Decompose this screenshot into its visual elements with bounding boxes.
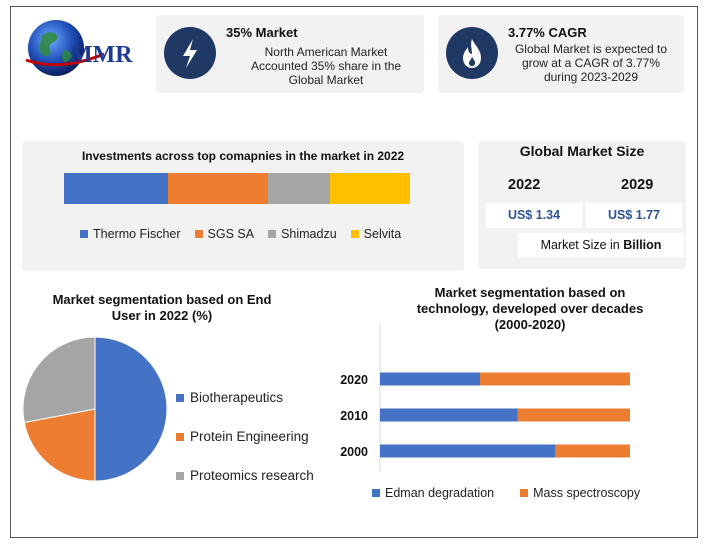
card-title: 35% Market [226, 25, 298, 40]
mmr-logo: MMR [20, 14, 150, 86]
investments-stacked-bar [64, 173, 410, 204]
panel-title: Global Market Size [519, 143, 645, 159]
value-2022: US$ 1.34 [486, 203, 582, 228]
legend-item-selvita: Selvita [350, 227, 402, 241]
y-tick-label: 2010 [340, 409, 368, 423]
legend-swatch [176, 471, 184, 480]
legend-label: Protein Engineering [190, 429, 309, 444]
bar-mass-spectroscopy-2000 [555, 444, 630, 458]
legend-label: Biotherapeutics [190, 390, 284, 405]
pie-slice-protein-engineering [23, 408, 96, 482]
logo-text: MMR [70, 42, 133, 68]
value-2029: US$ 1.77 [586, 203, 682, 228]
legend-swatch [350, 230, 359, 238]
legend-item-protein-engineering: Protein Engineering [176, 417, 314, 456]
legend-swatch [268, 230, 277, 238]
legend-label: Thermo Fischer [93, 227, 181, 241]
legend-item-biotherapeutics: Biotherapeutics [176, 378, 314, 417]
bar-segment-sgs-sa [167, 173, 269, 204]
bar-segment-thermo-fischer [64, 173, 168, 204]
legend-item-sgs-sa: SGS SA [194, 227, 255, 241]
bar-mass-spectroscopy-2020 [480, 372, 630, 386]
bar-edman-degradation-2010 [380, 408, 518, 422]
legend-item-edman-degradation: Edman degradation [372, 486, 494, 500]
legend-label: Edman degradation [385, 486, 495, 500]
legend-item-thermo-fischer: Thermo Fischer [80, 227, 181, 241]
legend-swatch [80, 230, 88, 238]
global-market-size-panel: Global Market Size 2022 2029 US$ 1.34 US… [478, 141, 686, 269]
north-america-share-card: 35% Market North American Market Account… [156, 15, 424, 93]
investments-chart: Investments across top comapnies in the … [22, 141, 464, 271]
legend-label: Shimadzu [281, 227, 337, 241]
bar-edman-degradation-2000 [380, 444, 555, 458]
legend-swatch [520, 489, 529, 497]
legend-swatch [176, 432, 184, 441]
investments-legend: Thermo Fischer SGS SA Shimadzu Selvita [80, 227, 401, 241]
end-user-pie-chart [22, 336, 168, 482]
legend-swatch [176, 393, 184, 402]
lightning-icon [164, 27, 216, 79]
cagr-card: 3.77% CAGR Global Market is expected to … [438, 15, 684, 93]
card-text: Global Market is expected to grow at a C… [514, 42, 668, 84]
y-tick-label: 2020 [340, 373, 368, 387]
legend-swatch [372, 489, 380, 497]
bar-chart-title: Market segmentation based on technology,… [416, 285, 644, 332]
legend-item-mass-spectroscopy: Mass spectroscopy [520, 486, 640, 500]
legend-swatch [194, 230, 203, 238]
legend-label: SGS SA [207, 227, 255, 241]
legend-label: Proteomics research [190, 468, 314, 483]
pie-slice-proteomics-research [22, 336, 96, 424]
legend-item-proteomics-research: Proteomics research [176, 456, 314, 495]
legend-item-shimadzu: Shimadzu [268, 227, 337, 241]
bar-mass-spectroscopy-2010 [517, 408, 630, 422]
year-2029: 2029 [621, 177, 654, 193]
legend-label: Mass spectroscopy [533, 486, 641, 500]
unit-label: Market Size in Billion [518, 233, 684, 257]
bar-segment-shimadzu [268, 173, 331, 204]
card-text: North American Market Accounted 35% shar… [250, 45, 402, 87]
bar-legend: Edman degradation Mass spectroscopy [372, 486, 640, 500]
legend-label: Selvita [363, 227, 402, 241]
pie-legend: Biotherapeutics Protein Engineering Proteo… [176, 378, 314, 495]
y-tick-label: 2000 [340, 445, 368, 459]
chart-title: Investments across top comapnies in the … [81, 149, 405, 163]
pie-chart-title: Market segmentation based on End User in… [52, 292, 272, 323]
bar-edman-degradation-2020 [380, 372, 480, 386]
flame-icon [446, 27, 498, 79]
technology-bar-chart: 2020 2010 2000 [340, 324, 630, 472]
pie-slice-biotherapeutics [94, 336, 168, 482]
bar-segment-selvita [330, 173, 410, 204]
card-title: 3.77% CAGR [508, 25, 587, 40]
year-2022: 2022 [508, 177, 541, 193]
